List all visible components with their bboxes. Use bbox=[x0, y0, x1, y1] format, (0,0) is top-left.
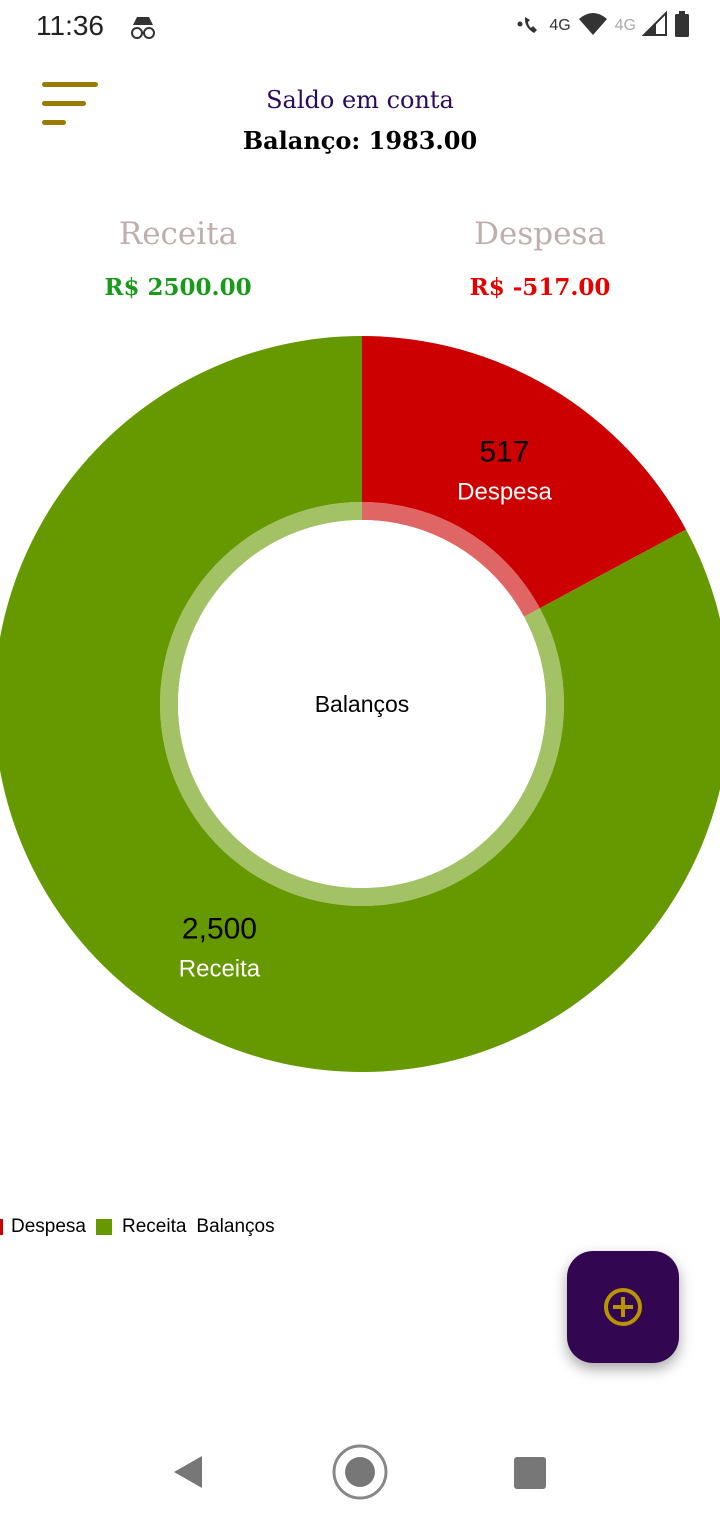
wifi-icon bbox=[577, 11, 609, 41]
legend-item-balanços: Balanços bbox=[196, 1216, 274, 1238]
page-title: Saldo em conta bbox=[266, 86, 454, 114]
chart-legend: Despesa Receita Balanços bbox=[0, 1216, 285, 1238]
balance-text: Balanço: 1983.00 bbox=[242, 126, 478, 155]
status-bar: 11:36 4G 4G bbox=[0, 0, 720, 54]
data-label-receita-value: 2,500 bbox=[182, 913, 257, 946]
receita-label: Receita bbox=[118, 216, 238, 252]
legend-swatch-despesa bbox=[0, 1219, 3, 1235]
despesa-value: R$ -517.00 bbox=[469, 274, 611, 301]
chart-center-text: Balanços bbox=[315, 691, 410, 717]
back-button[interactable] bbox=[170, 1452, 206, 1496]
balance-donut-chart[interactable]: 517 Despesa 2,500 Receita Balanços bbox=[0, 320, 720, 1100]
system-nav-bar bbox=[0, 1420, 720, 1520]
slice-despesa-inner-ring bbox=[362, 502, 540, 617]
legend-label-despesa: Despesa bbox=[11, 1216, 86, 1237]
add-circle-icon bbox=[604, 1288, 642, 1326]
receita-summary: Receita R$ 2500.00 bbox=[28, 216, 328, 301]
donut-hole bbox=[178, 520, 546, 888]
back-icon bbox=[174, 1456, 202, 1488]
incognito-icon bbox=[128, 12, 158, 46]
despesa-summary: Despesa R$ -517.00 bbox=[390, 216, 690, 301]
despesa-label: Despesa bbox=[474, 216, 606, 252]
wifi-call-icon bbox=[517, 11, 543, 41]
data-label-despesa-value: 517 bbox=[480, 435, 530, 468]
legend-item-receita: Receita bbox=[96, 1216, 186, 1238]
network-type-label: 4G bbox=[549, 17, 571, 34]
legend-label-balanços: Balanços bbox=[196, 1216, 275, 1237]
home-button[interactable] bbox=[331, 1443, 389, 1505]
home-icon bbox=[332, 1444, 388, 1500]
battery-icon bbox=[674, 10, 690, 42]
slice-despesa[interactable] bbox=[362, 336, 686, 609]
recents-button[interactable] bbox=[513, 1456, 547, 1494]
menu-icon bbox=[42, 82, 98, 125]
signal-icon bbox=[641, 10, 668, 41]
status-time: 11:36 bbox=[36, 10, 104, 41]
legend-item-despesa: Despesa bbox=[0, 1216, 86, 1238]
legend-swatch-receita bbox=[96, 1219, 112, 1235]
receita-value: R$ 2500.00 bbox=[104, 274, 252, 301]
menu-button[interactable] bbox=[40, 80, 102, 128]
data-label-receita-name: Receita bbox=[179, 956, 261, 983]
slice-receita[interactable] bbox=[0, 336, 720, 1072]
data-label-despesa-name: Despesa bbox=[457, 478, 552, 505]
add-transaction-button[interactable] bbox=[567, 1251, 679, 1363]
network-type-label-2: 4G bbox=[614, 17, 636, 34]
legend-label-receita: Receita bbox=[122, 1216, 187, 1237]
recents-icon bbox=[514, 1457, 546, 1489]
